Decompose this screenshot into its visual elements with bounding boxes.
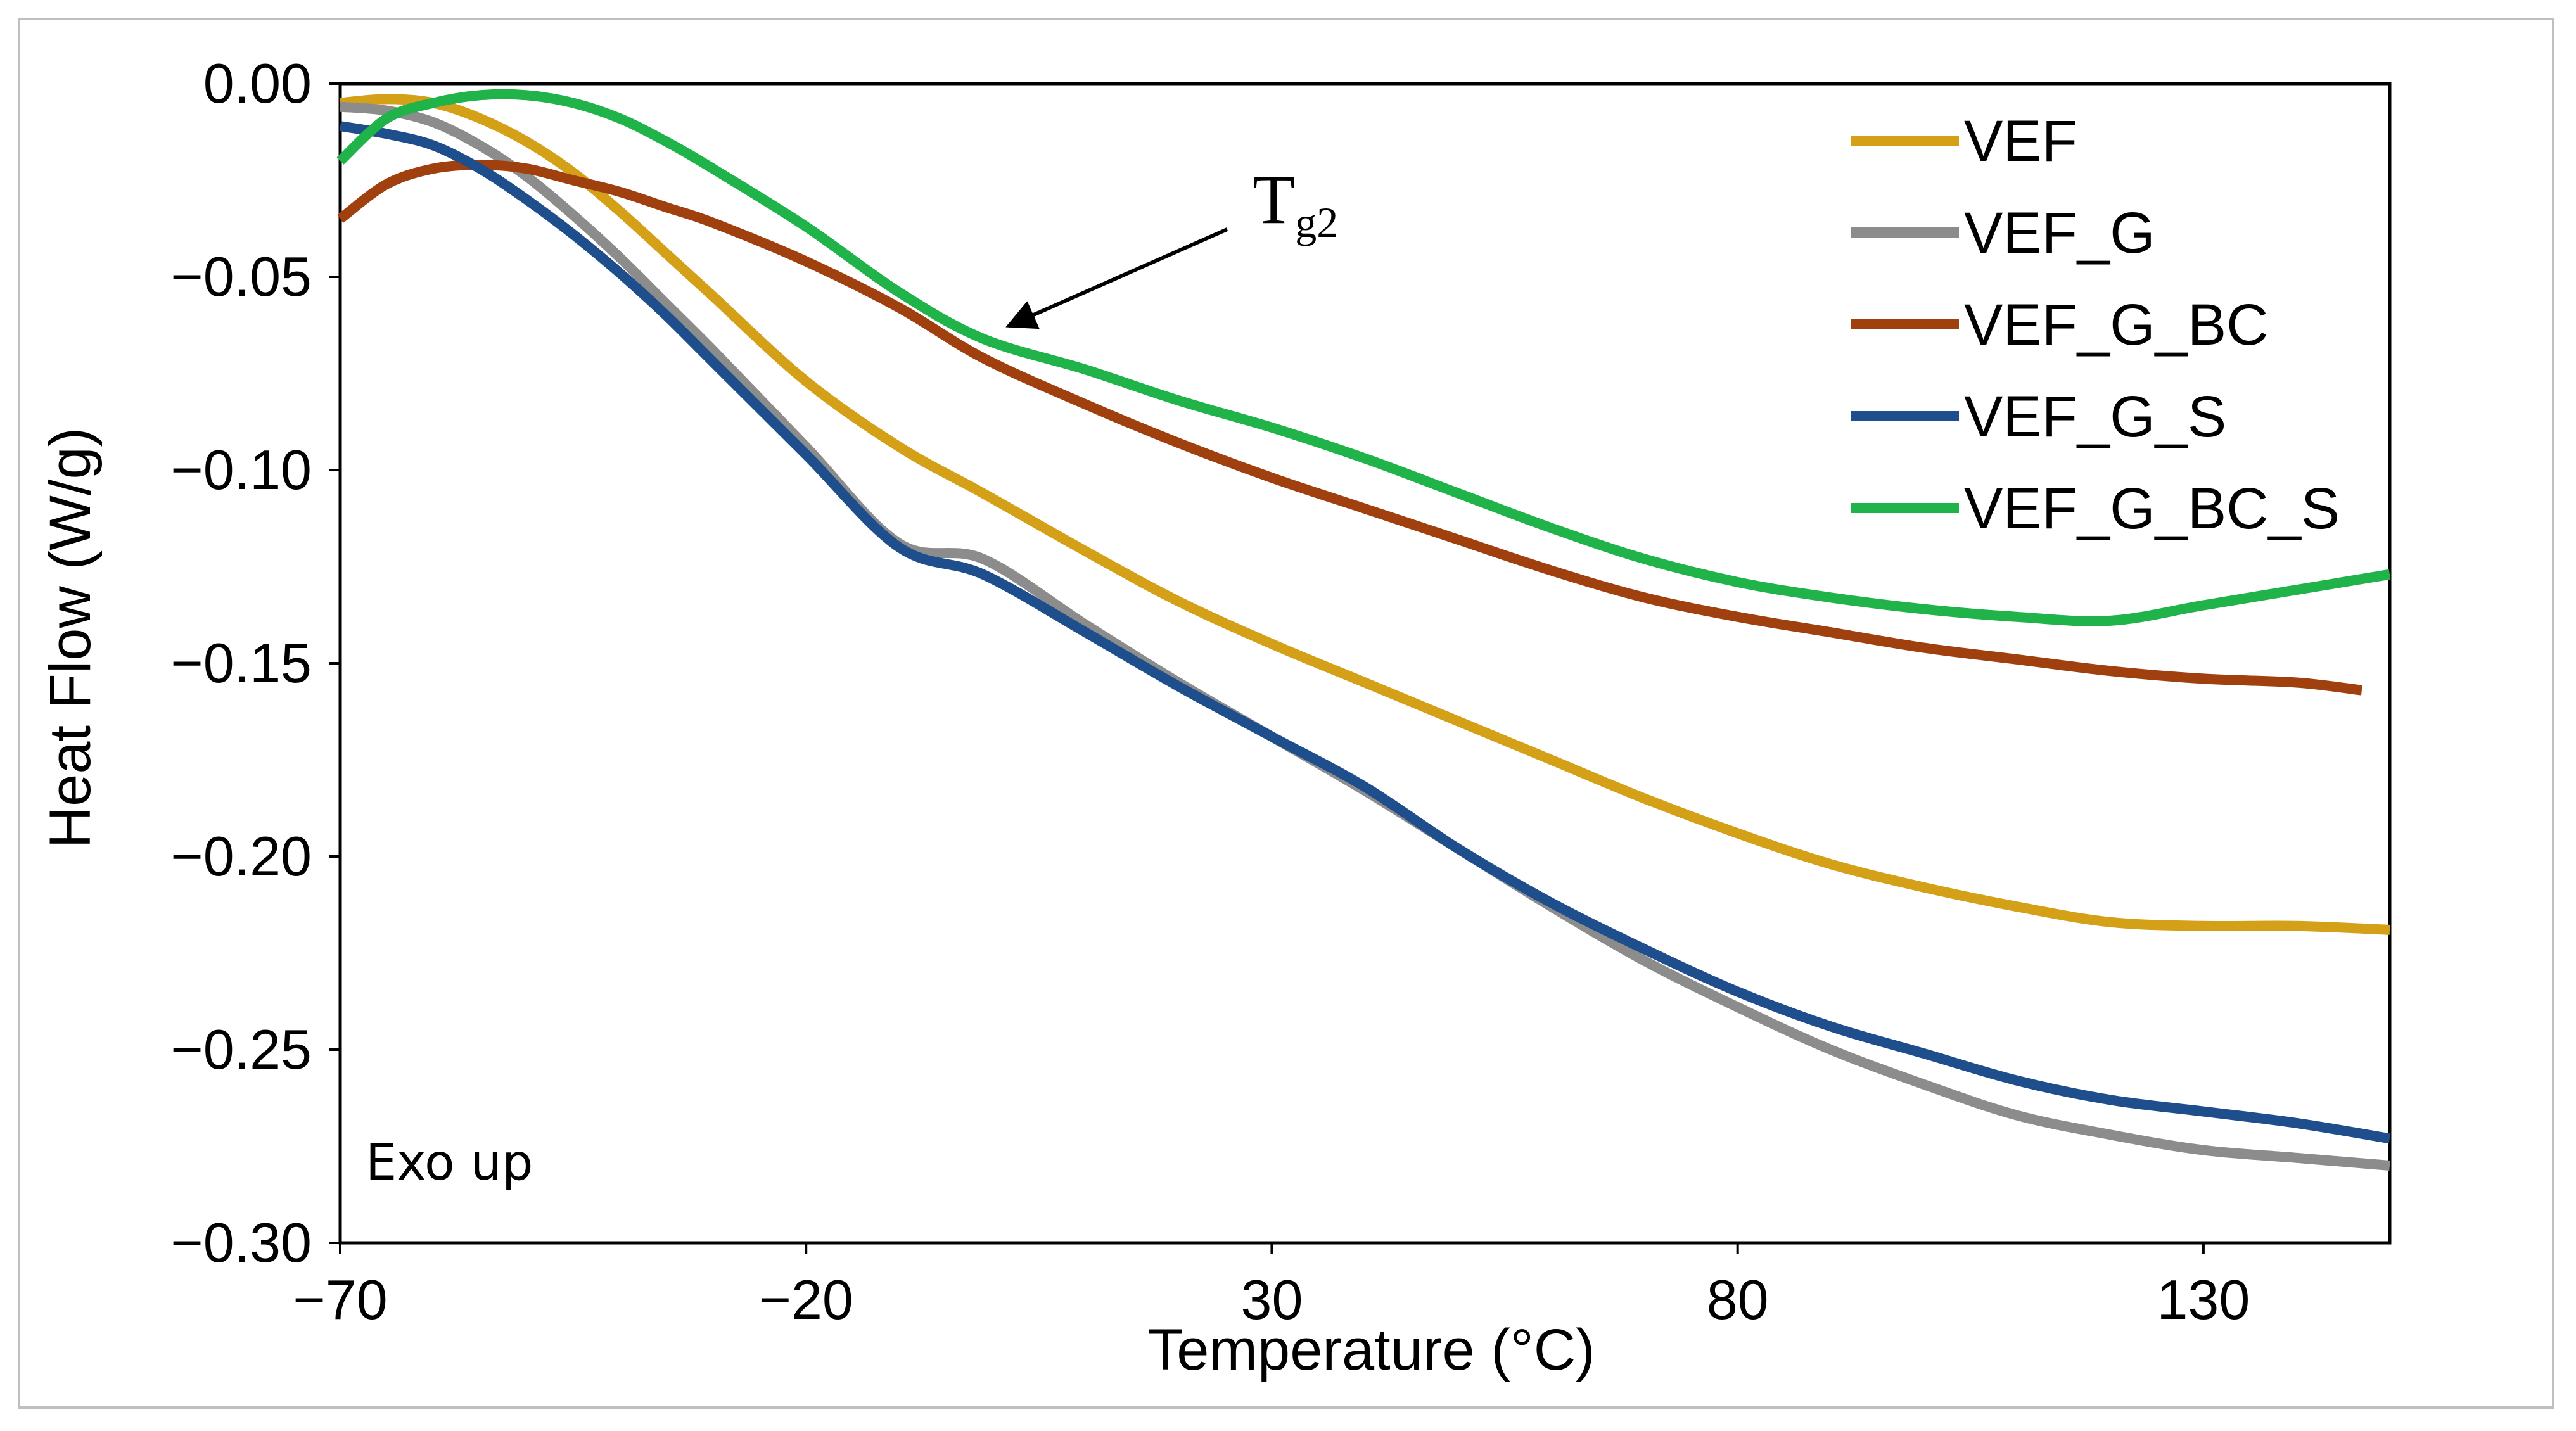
y-tick-label: −0.15 <box>170 632 312 694</box>
legend-label-vef: VEF <box>1964 109 2077 174</box>
tg2-subscript: g2 <box>1295 198 1338 246</box>
y-tick-label: −0.25 <box>170 1018 312 1081</box>
legend-label-vef-g: VEF_G <box>1964 201 2155 265</box>
series-line-vef-g-s <box>339 121 2391 1144</box>
y-axis-title: Heat Flow (W/g) <box>38 428 103 849</box>
y-tick-label: −0.05 <box>170 245 312 308</box>
y-tick-label: −0.10 <box>170 438 312 501</box>
y-tick-label: −0.20 <box>170 825 312 887</box>
legend-label-vef-g-s: VEF_G_S <box>1964 385 2226 449</box>
x-axis: −70 −20 30 80 130 <box>293 1243 2250 1331</box>
x-tick-label: −20 <box>759 1268 853 1331</box>
y-axis: 0.00 −0.05 −0.10 −0.15 −0.20 −0.25 −0.30 <box>170 52 340 1274</box>
exo-up-note: Exo up <box>366 1135 533 1192</box>
series-line-vef-g <box>340 101 2390 1171</box>
y-tick-label: −0.30 <box>170 1211 312 1274</box>
series-line-vef-g-bc <box>337 160 2362 696</box>
y-tick-label: 0.00 <box>203 52 312 115</box>
x-axis-title: Temperature (°C) <box>1147 1318 1595 1382</box>
series-line-vef-g-bc-s <box>336 89 2391 626</box>
series-layer <box>336 89 2391 1171</box>
heat-flow-chart: −70 −20 30 80 130 0.00 −0.05 −0.10 −0.15 −0.20 −0… <box>38 52 2392 1382</box>
legend-label-vef-g-bc-s: VEF_G_BC_S <box>1964 476 2340 541</box>
legend-label-vef-g-bc: VEF_G_BC <box>1964 293 2269 357</box>
figure-frame: −70 −20 30 80 130 0.00 −0.05 −0.10 −0.15 −0.20 −0… <box>18 18 2554 1409</box>
tg2-arrow <box>1005 227 1228 329</box>
x-tick-label: 80 <box>1707 1268 1769 1331</box>
x-tick-label: 30 <box>1241 1268 1303 1331</box>
x-tick-label: 130 <box>2157 1268 2250 1331</box>
tg2-annotation: Tg2 <box>1253 161 1338 246</box>
x-tick-label: −70 <box>293 1268 387 1331</box>
tg2-main: T <box>1253 161 1295 238</box>
legend: VEF VEF_G VEF_G_BC VEF_G_S VEF_G_BC_S <box>1851 109 2340 541</box>
